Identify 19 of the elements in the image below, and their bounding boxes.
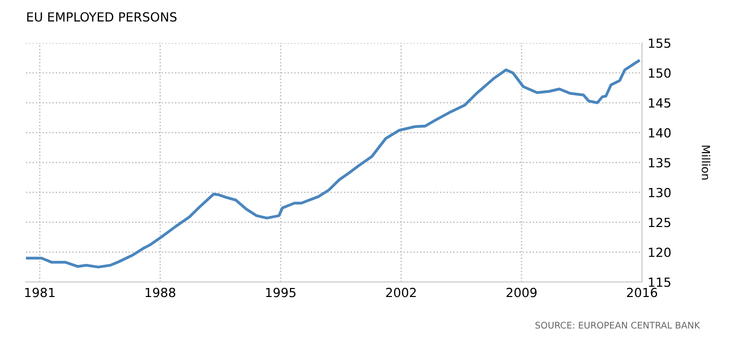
y-tick-label: 120 — [648, 248, 671, 258]
x-tick-label: 2009 — [506, 288, 537, 298]
y-tick-label: 140 — [648, 128, 671, 138]
x-tick-label: 2016 — [627, 288, 658, 298]
y-tick-label: 150 — [648, 68, 671, 78]
y-axis-title: Million — [702, 146, 710, 180]
x-tick-label: 1995 — [266, 288, 296, 298]
chart-title: EU EMPLOYED PERSONS — [27, 12, 177, 22]
y-tick-label: 145 — [648, 98, 670, 108]
y-tick-label: 115 — [648, 278, 670, 287]
x-tick-label: 1988 — [146, 288, 176, 298]
y-tick-label: 135 — [648, 158, 670, 168]
y-tick-label: 125 — [648, 218, 670, 228]
line-series — [26, 60, 640, 268]
y-tick-label: 130 — [648, 188, 671, 198]
x-tick-label: 2002 — [386, 288, 416, 298]
source-note: SOURCE: EUROPEAN CENTRAL BANK — [535, 322, 700, 329]
y-tick-label: 155 — [648, 38, 670, 48]
x-tick-label: 1981 — [25, 288, 55, 298]
